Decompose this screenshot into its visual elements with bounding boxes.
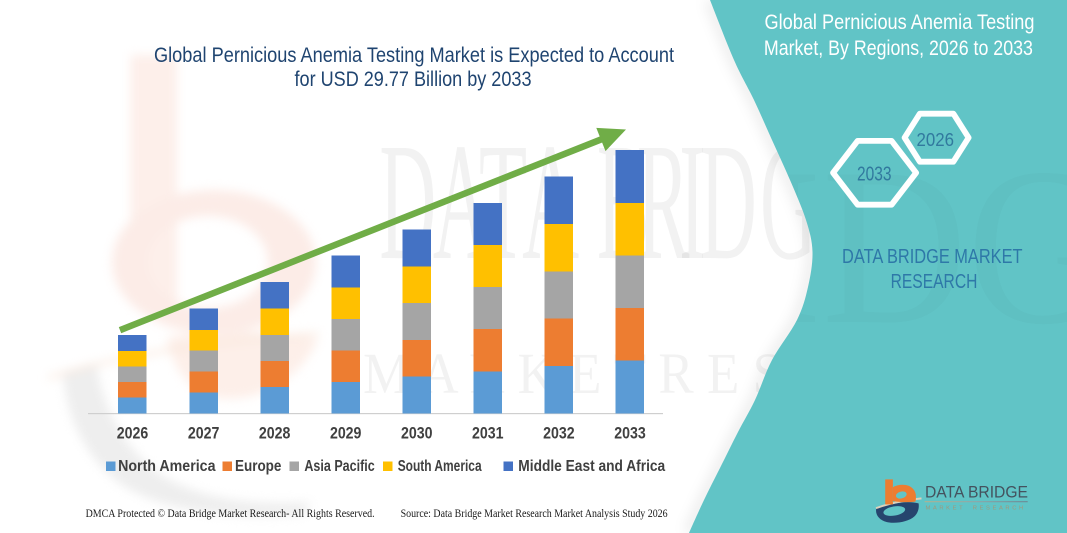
svg-text:MARKET RESEARCH: MARKET RESEARCH xyxy=(926,506,1026,512)
svg-text:DMCA Protected © Data Bridge M: DMCA Protected © Data Bridge Market Rese… xyxy=(86,506,375,520)
svg-text:2031: 2031 xyxy=(472,424,504,443)
svg-text:2033: 2033 xyxy=(614,424,646,443)
svg-text:South America: South America xyxy=(398,458,482,475)
svg-text:DATA BRIDGE MARKET: DATA BRIDGE MARKET xyxy=(842,245,1023,268)
svg-text:Market, By Regions, 2026 to 20: Market, By Regions, 2026 to 2033 xyxy=(764,37,1033,60)
svg-text:North America: North America xyxy=(118,458,215,475)
svg-text:2033: 2033 xyxy=(857,164,892,186)
svg-text:2032: 2032 xyxy=(543,424,575,443)
svg-text:for USD 29.77 Billion by 2033: for USD 29.77 Billion by 2033 xyxy=(295,67,532,91)
svg-text:Global Pernicious Anemia Testi: Global Pernicious Anemia Testing Market … xyxy=(154,43,674,67)
svg-text:2026: 2026 xyxy=(117,424,149,443)
svg-text:2029: 2029 xyxy=(330,424,362,443)
svg-text:2028: 2028 xyxy=(259,424,291,443)
svg-text:2030: 2030 xyxy=(401,424,433,443)
svg-text:Asia Pacific: Asia Pacific xyxy=(304,458,374,475)
svg-text:Global Pernicious Anemia Testi: Global Pernicious Anemia Testing xyxy=(765,11,1035,34)
svg-text:DATA BRIDGE: DATA BRIDGE xyxy=(925,482,1028,501)
svg-text:Middle East and Africa: Middle East and Africa xyxy=(518,458,665,475)
svg-text:2027: 2027 xyxy=(188,424,220,443)
svg-text:2026: 2026 xyxy=(917,129,955,150)
svg-text:RESEARCH: RESEARCH xyxy=(891,270,978,293)
svg-text:Europe: Europe xyxy=(235,458,281,475)
svg-text:Source: Data Bridge Market Res: Source: Data Bridge Market Research Mark… xyxy=(401,506,668,520)
